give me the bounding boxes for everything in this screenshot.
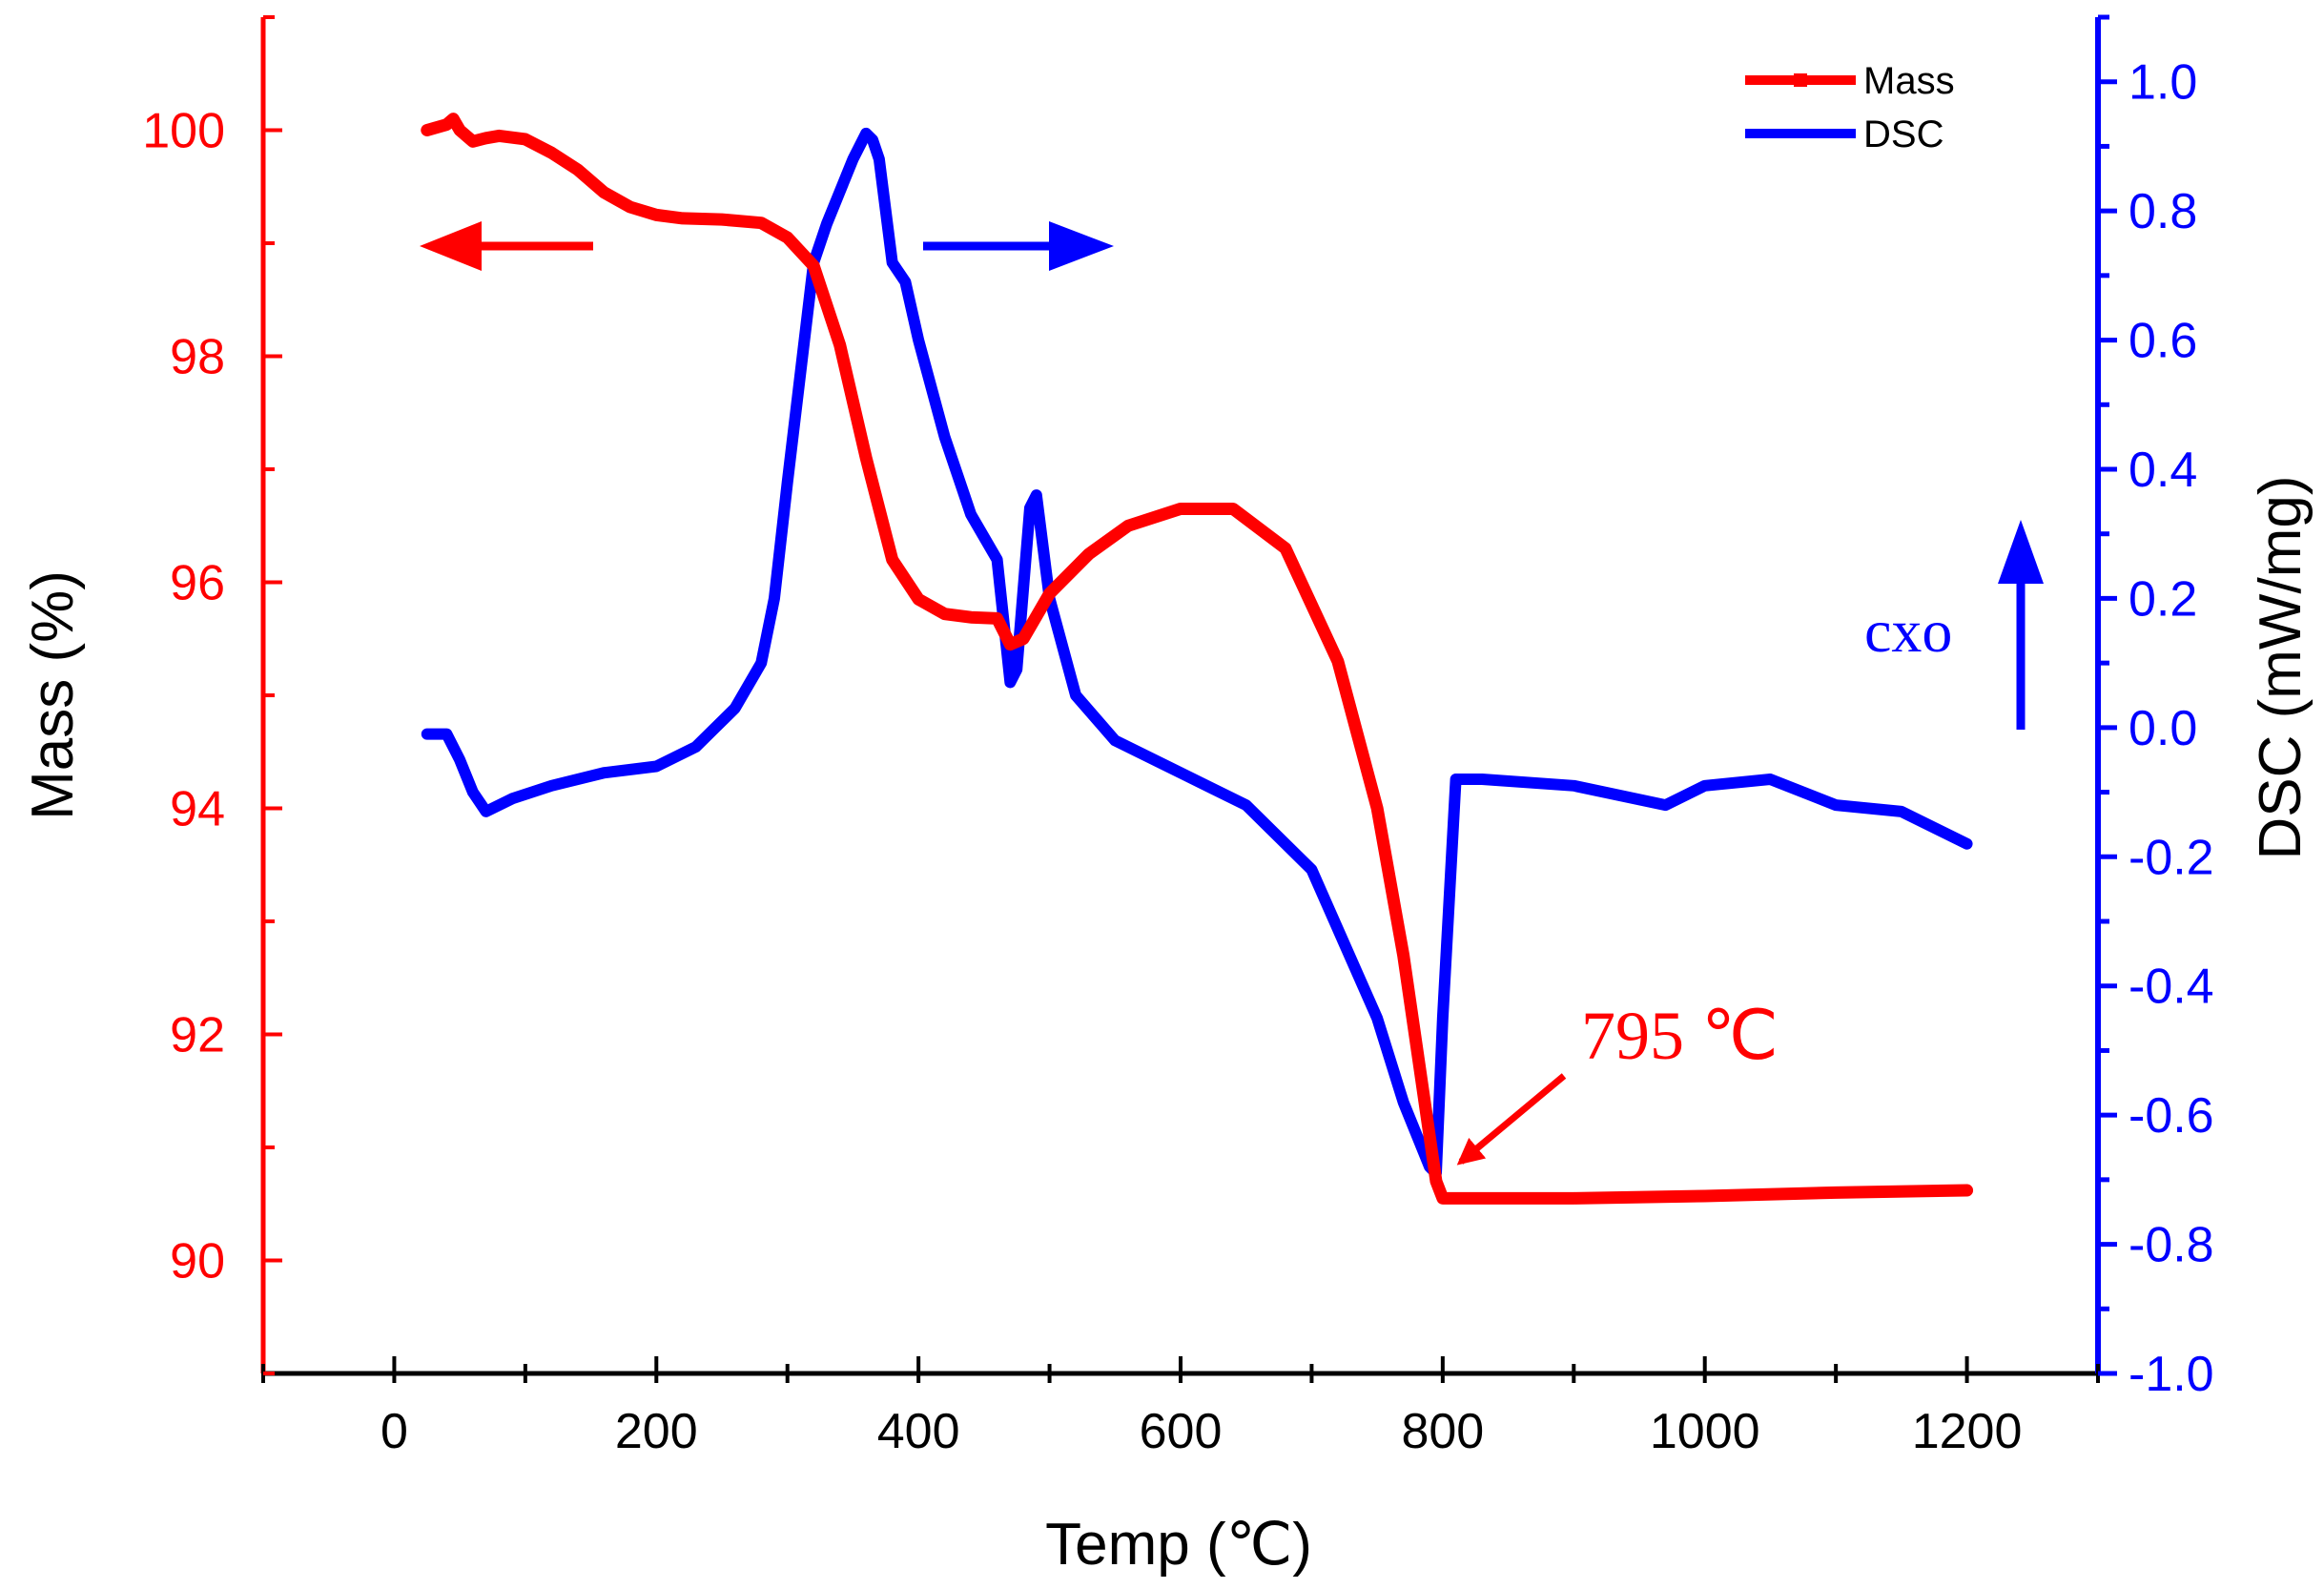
x-tick-label: 800	[1401, 1404, 1484, 1459]
legend-mass-marker	[1794, 73, 1807, 87]
left-tick-label: 96	[170, 556, 225, 611]
left-axis-ticks: 90 92 94 96 98 100	[142, 15, 282, 1375]
right-tick-label: 0.8	[2129, 184, 2197, 239]
right-tick-label: 0.2	[2129, 571, 2197, 627]
mass-series-line	[421, 113, 1974, 1205]
x-tick-label: 1000	[1650, 1404, 1760, 1459]
x-tick-label: 0	[380, 1404, 408, 1459]
legend-dsc-label: DSC	[1863, 114, 1944, 155]
x-tick-label: 1200	[1912, 1404, 2023, 1459]
x-tick-label: 400	[877, 1404, 960, 1459]
right-tick-label: -0.8	[2129, 1218, 2214, 1273]
right-tick-label: -0.4	[2129, 960, 2214, 1015]
legend-item-dsc: DSC	[1745, 114, 1944, 155]
right-axis-title: DSC (mW/mg)	[2248, 476, 2314, 860]
left-tick-label: 92	[170, 1008, 225, 1063]
right-tick-label: 0.6	[2129, 314, 2197, 369]
legend-item-mass: Mass	[1745, 60, 1955, 102]
right-tick-label: 1.0	[2129, 55, 2197, 111]
left-axis-title: Mass (%)	[20, 570, 86, 820]
right-tick-label: -0.6	[2129, 1088, 2214, 1144]
right-tick-label: 0.4	[2129, 443, 2197, 498]
x-axis-title: Temp (℃)	[1045, 1512, 1312, 1578]
mass-axis-arrow	[420, 221, 593, 271]
dsc-axis-arrow	[923, 221, 1114, 271]
left-tick-label: 98	[170, 330, 225, 385]
left-tick-label: 94	[170, 782, 225, 837]
exo-up-arrow	[1998, 520, 2044, 730]
right-tick-label: -1.0	[2129, 1347, 2214, 1402]
left-tick-label: 100	[142, 104, 225, 159]
legend-mass-label: Mass	[1863, 60, 1955, 102]
legend: Mass DSC	[1745, 60, 1955, 155]
right-tick-label: -0.2	[2129, 830, 2214, 885]
x-ticks: 0 200 400 600 800 1000 1200	[261, 1356, 2100, 1459]
right-axis-ticks: -1.0 -0.8 -0.6 -0.4 -0.2 0.0 0.2 0.4 0.6 0.8 1.0	[2098, 14, 2214, 1402]
dsc-series-line	[421, 127, 1973, 1180]
peak-temperature-label: 795 ℃	[1581, 998, 1779, 1074]
exo-label: cxo	[1864, 597, 1952, 665]
x-tick-label: 200	[615, 1404, 698, 1459]
x-tick-label: 600	[1140, 1404, 1223, 1459]
right-tick-label: 0.0	[2129, 701, 2197, 756]
peak-arrow	[1456, 1073, 1567, 1166]
left-tick-label: 90	[170, 1234, 225, 1290]
